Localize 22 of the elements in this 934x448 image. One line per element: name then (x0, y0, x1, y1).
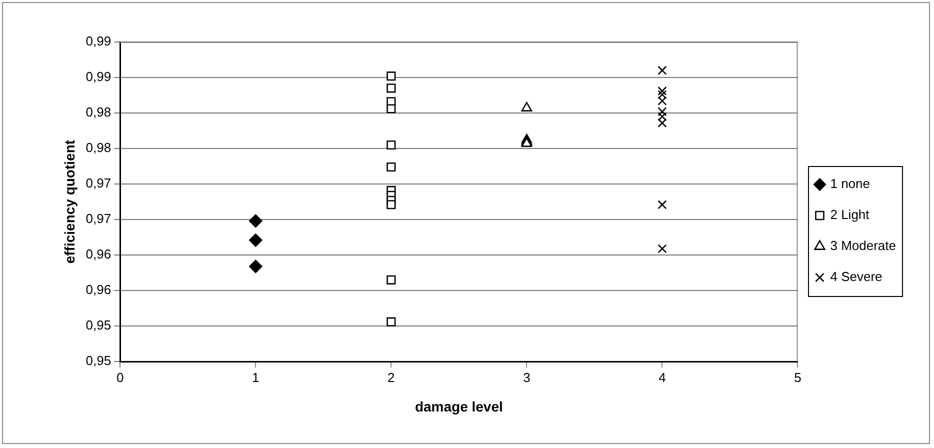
x-tick-label: 3 (523, 370, 530, 385)
x-tick-label: 2 (388, 370, 395, 385)
legend-label: 4 Severe (830, 269, 882, 284)
legend-label: 2 Light (830, 207, 870, 222)
x-axis-title: damage level (414, 398, 503, 414)
y-tick-label: 0,95 (86, 318, 112, 333)
x-tick-label: 0 (116, 370, 124, 385)
x-tick-label: 4 (658, 370, 666, 385)
legend-label: 1 none (830, 176, 870, 192)
y-tick-label: 0,96 (86, 246, 112, 262)
y-tick-label: 0,95 (86, 353, 112, 368)
x-tick-label: 5 (794, 370, 802, 385)
y-tick-label: 0,98 (86, 140, 112, 156)
y-axis-title: efficiency quotient (61, 140, 78, 264)
y-tick-label: 0,99 (86, 69, 112, 84)
legend-label: 3 Moderate (830, 238, 896, 254)
y-tick-label: 0,98 (86, 104, 112, 120)
y-tick-label: 0,96 (86, 282, 112, 298)
y-tick-label: 0,97 (86, 211, 112, 226)
x-tick-label: 1 (252, 370, 260, 385)
y-tick-label: 0,99 (86, 34, 112, 49)
y-tick-label: 0,97 (86, 176, 112, 191)
